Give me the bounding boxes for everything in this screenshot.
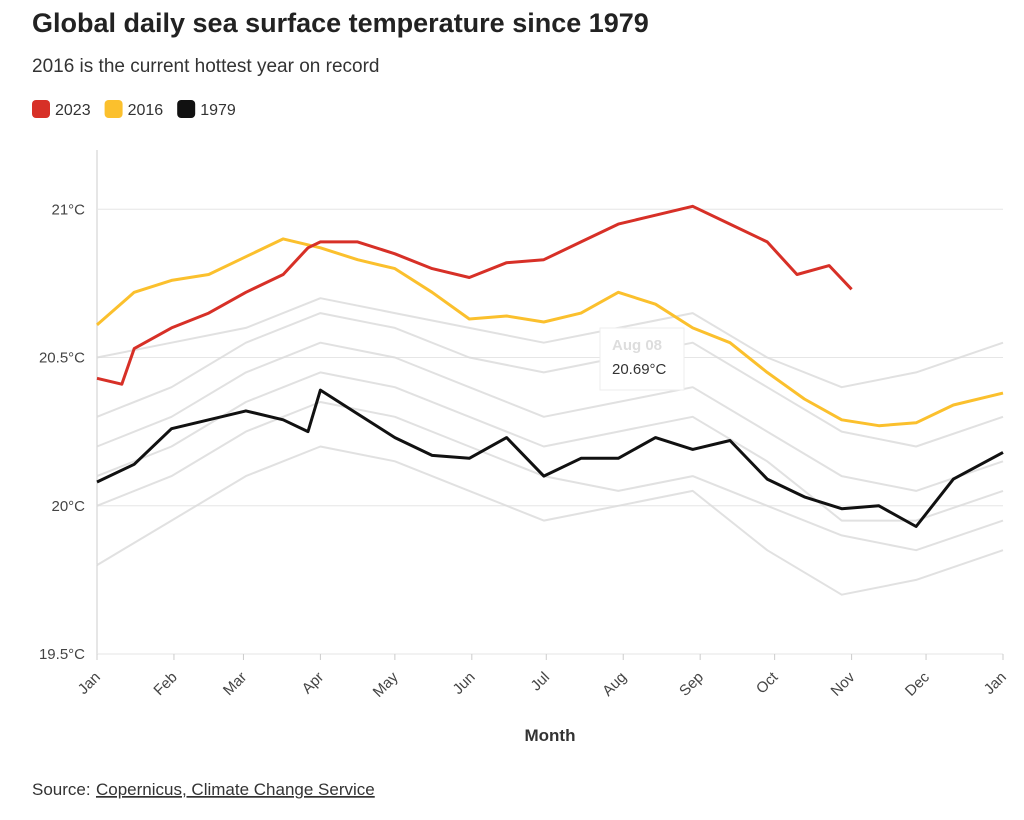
x-tick-label: Aug xyxy=(599,669,630,700)
x-tick-label: Feb xyxy=(150,669,180,699)
background-line xyxy=(96,445,1004,596)
legend-label: 2016 xyxy=(128,102,164,119)
background-line xyxy=(96,312,1004,448)
x-tick-label: Mar xyxy=(220,669,250,699)
legend-swatch xyxy=(177,100,196,118)
source-label: Source: xyxy=(32,780,91,799)
legend-swatch xyxy=(32,100,50,118)
y-tick-label: 20.5°C xyxy=(39,350,85,367)
x-tick-label: Dec xyxy=(902,668,933,699)
source-link[interactable]: Copernicus, Climate Change Service xyxy=(96,780,375,799)
x-tick-label: Jul xyxy=(528,669,554,695)
y-tick-label: 21°C xyxy=(51,201,85,218)
background-line xyxy=(96,371,1004,522)
background-line xyxy=(96,341,1004,492)
chart-title: Global daily sea surface temperature sin… xyxy=(32,8,649,38)
x-tick-label: Apr xyxy=(299,669,328,698)
series-line xyxy=(96,204,853,386)
chart-subtitle: 2016 is the current hottest year on reco… xyxy=(32,56,379,77)
x-axis-label: Month xyxy=(525,726,576,745)
legend-label: 1979 xyxy=(200,102,236,119)
x-tick-label: Sep xyxy=(676,669,707,700)
series-line xyxy=(96,388,1004,528)
x-tick-label: Oct xyxy=(753,668,782,697)
x-tick-label: May xyxy=(370,668,402,700)
series-line xyxy=(96,237,1004,428)
y-tick-label: 20°C xyxy=(51,498,85,515)
tooltip-box xyxy=(599,327,685,391)
legend-swatch xyxy=(104,100,123,118)
tooltip-title: Aug 08 xyxy=(612,337,662,354)
x-tick-label: Nov xyxy=(828,668,859,699)
tooltip: Aug 08 20.69°C xyxy=(599,327,685,391)
x-tick-label: Jan xyxy=(981,669,1010,698)
x-tick-label: Jan xyxy=(75,669,104,698)
y-tick-label: 19.5°C xyxy=(39,646,85,663)
tooltip-text: 20.69°C xyxy=(612,361,667,378)
legend-label: 2023 xyxy=(55,102,91,119)
x-tick-label: Jun xyxy=(450,669,479,698)
background-line xyxy=(96,297,1004,389)
